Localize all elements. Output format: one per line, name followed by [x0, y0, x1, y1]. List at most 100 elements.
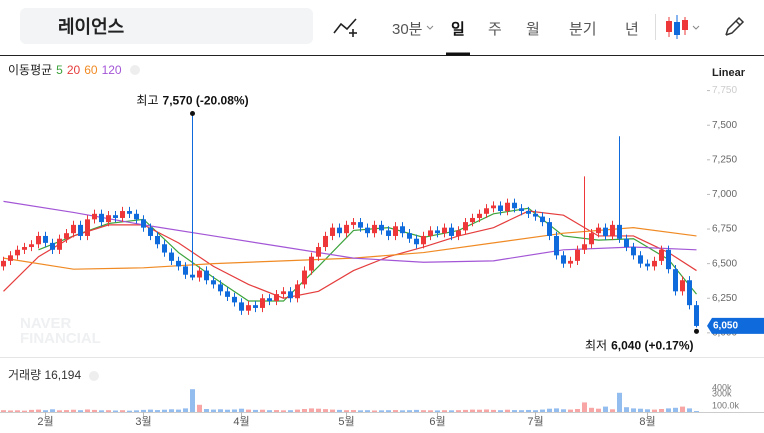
interval-tab[interactable]: 주: [488, 21, 502, 38]
volume-bar: [71, 409, 76, 412]
x-tick-label: 8월: [639, 415, 655, 428]
candle-body: [540, 216, 545, 223]
interval-tab[interactable]: 년: [625, 21, 639, 38]
candle-body: [204, 270, 209, 281]
y-tick-label: 6,250: [712, 293, 737, 304]
volume-close[interactable]: [89, 371, 99, 381]
draw-icon[interactable]: [725, 16, 745, 36]
indicator-icon[interactable]: [333, 18, 357, 37]
volume-bar: [596, 408, 601, 412]
volume-bar: [505, 409, 510, 412]
volume-bar: [372, 410, 377, 412]
candle-body: [477, 213, 482, 218]
volume-bar: [267, 410, 272, 412]
ma-legend-close[interactable]: [129, 64, 140, 75]
candle-body: [71, 224, 76, 234]
candle-body: [575, 249, 580, 261]
ma-line: [3, 210, 697, 299]
watermark: FINANCIAL: [20, 330, 101, 347]
candle-type-icon[interactable]: [666, 15, 700, 39]
volume-bar: [687, 408, 692, 412]
volume-tick-label: 100.0k: [712, 400, 740, 410]
volume-bar: [204, 409, 209, 412]
candle-body: [519, 208, 524, 212]
interval-tab[interactable]: 분기: [569, 21, 597, 38]
volume-bar: [407, 410, 412, 412]
volume-bar: [330, 409, 335, 412]
candle-body: [295, 284, 300, 299]
volume-bar: [113, 410, 118, 412]
candle-body: [526, 211, 531, 214]
volume-bar: [316, 408, 321, 412]
candle-body: [533, 213, 538, 217]
candle-body: [470, 217, 475, 223]
last-price-label: 6,050: [713, 321, 738, 332]
candle-body: [15, 249, 20, 256]
interval-chevron: [426, 25, 434, 30]
search-box[interactable]: 레이언스: [20, 8, 313, 44]
volume-bar: [99, 410, 104, 412]
volume-bar: [22, 410, 27, 412]
volume-bar: [239, 408, 244, 412]
volume-bar: [561, 409, 566, 412]
volume-bar: [127, 410, 132, 412]
volume-bar: [680, 406, 685, 412]
volume-bar: [85, 409, 90, 412]
volume-bar: [169, 409, 174, 412]
candle-body: [176, 260, 181, 267]
candle-body: [400, 226, 405, 234]
volume-bar: [120, 410, 125, 412]
interval-tab[interactable]: 30분: [392, 21, 423, 38]
candle-body: [134, 213, 139, 220]
volume-bar: [351, 410, 356, 412]
candle-body: [687, 280, 692, 306]
candle-body: [435, 230, 440, 234]
candle-body: [1, 260, 6, 267]
volume-bar: [428, 410, 433, 412]
volume-bar: [176, 409, 181, 412]
y-tick-label: 6,750: [712, 224, 737, 235]
volume-tick-label: 400k: [712, 382, 732, 392]
interval-tab[interactable]: 월: [526, 21, 540, 38]
candle-body: [99, 213, 104, 223]
ma-legend-item[interactable]: 120: [101, 62, 122, 77]
volume-bar: [393, 410, 398, 412]
candle-body: [449, 227, 454, 236]
ma-legend-item[interactable]: 20: [66, 62, 81, 77]
volume-bar: [652, 409, 657, 412]
interval-tab[interactable]: 일: [451, 21, 465, 38]
volume-bar: [582, 402, 587, 412]
volume-bar: [659, 409, 664, 412]
ma-line: [38, 207, 697, 302]
candle-body: [190, 274, 195, 278]
ma-legend: 이동평균 5 20 60 120: [8, 61, 140, 78]
y-tick-label: 7,750: [712, 85, 737, 96]
candle-body: [302, 270, 307, 285]
candle-body: [358, 222, 363, 228]
volume-legend: 거래량 16,194: [8, 368, 81, 382]
volume-bar: [64, 410, 69, 412]
y-tick-label: 7,500: [712, 120, 737, 131]
ma-legend-item[interactable]: 60: [84, 62, 98, 77]
volume-bar: [386, 410, 391, 412]
volume-bar: [253, 409, 258, 412]
candle-body: [365, 227, 370, 234]
volume-bar: [526, 409, 531, 412]
volume-bar: [78, 410, 83, 412]
candle-body: [323, 235, 328, 248]
candle-body: [673, 269, 678, 292]
volume-bar: [456, 410, 461, 412]
candle-body: [505, 202, 510, 212]
volume-bar: [421, 410, 426, 412]
ma-legend-item[interactable]: 5: [56, 62, 63, 77]
scale-toggle[interactable]: Linear: [712, 67, 746, 79]
candle-body: [106, 215, 111, 223]
volume-bar: [134, 410, 139, 412]
low-marker: [694, 328, 699, 334]
volume-bar: [533, 410, 538, 412]
candle-body: [92, 213, 97, 220]
candle-body: [463, 222, 468, 231]
x-tick-label: 3월: [135, 415, 151, 428]
volume-bar: [477, 409, 482, 412]
volume-bar: [288, 410, 293, 412]
